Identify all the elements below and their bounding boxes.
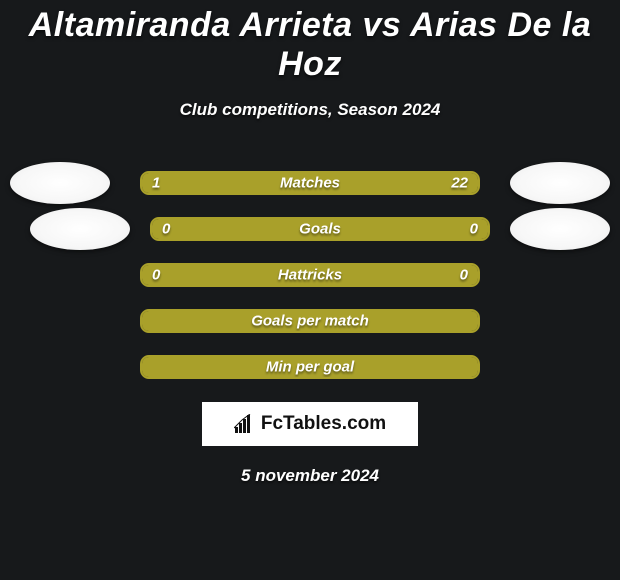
stat-bar: Min per goal: [140, 355, 480, 379]
team-right-badge: [510, 208, 610, 250]
stat-row: 1 Matches 22: [0, 160, 620, 206]
stat-bar: Goals per match: [140, 309, 480, 333]
brand-box: FcTables.com: [202, 402, 418, 446]
bar-fill-right: [202, 173, 478, 193]
stat-bar: 0 Hattricks 0: [140, 263, 480, 287]
stat-row: Min per goal: [0, 344, 620, 390]
team-left-badge: [30, 208, 130, 250]
page-title: Altamiranda Arrieta vs Arias De la Hoz: [0, 6, 620, 84]
team-left-badge: [10, 162, 110, 204]
stat-label: Goals: [299, 221, 341, 238]
stat-left-value: 0: [162, 221, 170, 238]
date-label: 5 november 2024: [0, 466, 620, 486]
stat-left-value: 1: [152, 175, 160, 192]
stat-label: Matches: [280, 175, 340, 192]
stat-rows: 1 Matches 22 0 Goals 0 0 Hattricks 0 Goals per ma…: [0, 160, 620, 390]
stat-right-value: 0: [470, 221, 478, 238]
stat-right-value: 0: [460, 267, 468, 284]
stat-row: 0 Goals 0: [0, 206, 620, 252]
comparison-card: Altamiranda Arrieta vs Arias De la Hoz C…: [0, 0, 620, 486]
stat-label: Min per goal: [266, 359, 354, 376]
stat-bar: 1 Matches 22: [140, 171, 480, 195]
stat-left-value: 0: [152, 267, 160, 284]
stat-bar: 0 Goals 0: [150, 217, 490, 241]
subtitle: Club competitions, Season 2024: [0, 100, 620, 120]
bar-chart-icon: [234, 414, 256, 434]
brand-text: FcTables.com: [261, 413, 386, 435]
stat-label: Hattricks: [278, 267, 342, 284]
stat-row: Goals per match: [0, 298, 620, 344]
team-right-badge: [510, 162, 610, 204]
brand-logo: FcTables.com: [234, 413, 386, 435]
stat-row: 0 Hattricks 0: [0, 252, 620, 298]
stat-label: Goals per match: [251, 313, 369, 330]
stat-right-value: 22: [451, 175, 468, 192]
